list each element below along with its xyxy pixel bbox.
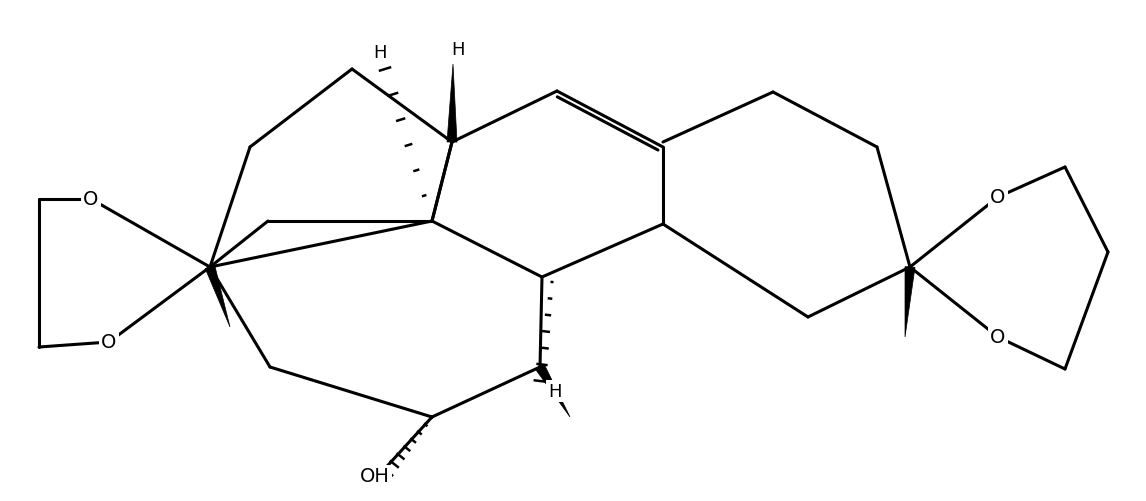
Text: H: H <box>452 41 465 59</box>
Text: H: H <box>374 44 386 62</box>
Text: H: H <box>548 382 562 400</box>
Text: O: O <box>101 333 117 352</box>
Polygon shape <box>205 266 230 327</box>
Polygon shape <box>447 65 457 143</box>
Text: O: O <box>990 188 1006 207</box>
Text: O: O <box>990 328 1006 347</box>
Text: OH: OH <box>360 466 390 485</box>
Polygon shape <box>535 365 570 417</box>
Polygon shape <box>905 267 915 337</box>
Text: O: O <box>84 190 99 209</box>
